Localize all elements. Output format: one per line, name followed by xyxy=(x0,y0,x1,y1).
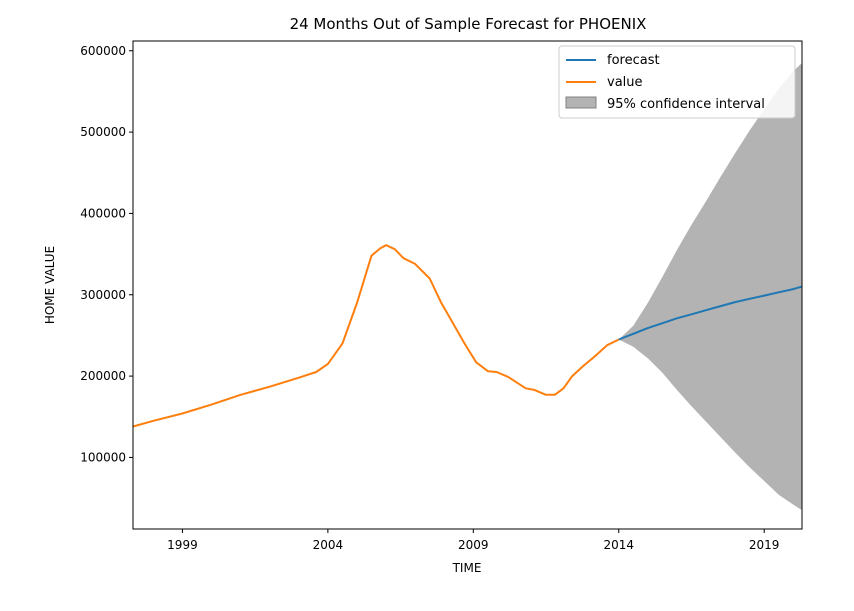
legend-forecast-label: forecast xyxy=(607,53,660,68)
legend-box xyxy=(558,45,796,119)
y-tick-label: 500000 xyxy=(80,125,126,139)
value-series-line xyxy=(132,244,620,428)
x-tick-label: 2019 xyxy=(749,538,780,552)
series-layer xyxy=(132,244,803,428)
legend-ci-label: 95% confidence interval xyxy=(607,97,765,112)
x-tick-label: 1999 xyxy=(167,538,198,552)
legend: forecast value 95% confidence interval xyxy=(558,45,796,119)
y-axis-ticks: 100000 200000 300000 400000 500000 600000 xyxy=(80,44,133,464)
confidence-interval-layer xyxy=(618,63,802,511)
forecast-series-line xyxy=(618,285,803,341)
y-tick-label: 400000 xyxy=(80,206,126,220)
y-tick-label: 100000 xyxy=(80,450,126,464)
x-axis-ticks: 1999 2004 2009 2014 2019 xyxy=(167,529,779,552)
x-tick-label: 2009 xyxy=(458,538,489,552)
y-tick-label: 200000 xyxy=(80,369,126,383)
y-axis-label: HOME VALUE xyxy=(43,246,57,324)
legend-value-label: value xyxy=(607,75,643,90)
x-axis-label: TIME xyxy=(452,561,482,575)
chart-title: 24 Months Out of Sample Forecast for PHO… xyxy=(290,15,647,33)
x-tick-label: 2014 xyxy=(603,538,634,552)
y-tick-label: 300000 xyxy=(80,288,126,302)
x-tick-label: 2004 xyxy=(313,538,344,552)
legend-ci-swatch xyxy=(565,96,597,109)
y-tick-label: 600000 xyxy=(80,44,126,58)
plot-frame xyxy=(132,40,803,530)
confidence-interval-band xyxy=(618,63,802,511)
